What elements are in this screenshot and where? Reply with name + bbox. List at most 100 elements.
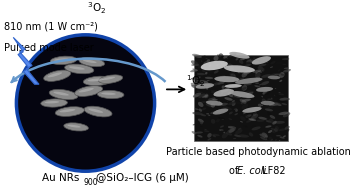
Ellipse shape [53, 92, 69, 95]
Ellipse shape [219, 101, 221, 103]
Ellipse shape [260, 88, 263, 90]
Ellipse shape [205, 77, 213, 79]
Ellipse shape [199, 80, 208, 83]
Ellipse shape [207, 126, 209, 127]
Ellipse shape [229, 112, 233, 114]
Ellipse shape [247, 58, 254, 61]
Ellipse shape [211, 102, 215, 108]
Ellipse shape [234, 75, 235, 77]
Ellipse shape [84, 106, 112, 117]
Ellipse shape [263, 58, 265, 59]
Ellipse shape [216, 64, 219, 66]
Text: Particle based photodynamic ablation: Particle based photodynamic ablation [166, 147, 351, 157]
Ellipse shape [205, 58, 208, 59]
Ellipse shape [256, 120, 265, 122]
Ellipse shape [199, 108, 202, 112]
Ellipse shape [242, 99, 251, 102]
Ellipse shape [196, 83, 214, 89]
Ellipse shape [193, 93, 201, 98]
Ellipse shape [217, 103, 228, 106]
Ellipse shape [55, 107, 84, 116]
Ellipse shape [230, 128, 236, 129]
Ellipse shape [283, 135, 286, 137]
Ellipse shape [260, 105, 263, 106]
Ellipse shape [65, 64, 94, 74]
Text: of: of [229, 166, 241, 176]
Ellipse shape [246, 61, 251, 64]
Ellipse shape [243, 97, 246, 99]
Ellipse shape [262, 132, 268, 138]
Ellipse shape [192, 54, 202, 58]
Text: Pulsed mode laser: Pulsed mode laser [4, 43, 93, 53]
Ellipse shape [223, 55, 228, 59]
Ellipse shape [252, 126, 258, 129]
Polygon shape [13, 37, 39, 84]
Ellipse shape [232, 96, 237, 98]
Ellipse shape [240, 59, 245, 60]
Ellipse shape [224, 97, 233, 101]
Ellipse shape [223, 106, 232, 110]
Ellipse shape [213, 108, 228, 115]
Ellipse shape [282, 58, 289, 60]
Ellipse shape [255, 77, 260, 82]
Ellipse shape [227, 128, 236, 133]
Ellipse shape [255, 83, 259, 84]
Ellipse shape [265, 125, 272, 128]
Ellipse shape [204, 94, 208, 98]
Ellipse shape [214, 103, 221, 107]
Ellipse shape [215, 79, 222, 82]
Ellipse shape [206, 100, 223, 106]
Ellipse shape [207, 133, 212, 138]
Ellipse shape [242, 104, 248, 109]
Ellipse shape [258, 117, 267, 120]
Ellipse shape [260, 134, 267, 137]
Ellipse shape [205, 97, 206, 98]
Ellipse shape [191, 83, 198, 88]
Ellipse shape [50, 56, 77, 65]
Ellipse shape [225, 63, 231, 68]
Ellipse shape [249, 111, 251, 112]
Ellipse shape [258, 71, 262, 73]
Ellipse shape [273, 102, 282, 106]
Ellipse shape [211, 90, 219, 93]
Ellipse shape [284, 129, 289, 133]
Ellipse shape [88, 108, 103, 113]
Ellipse shape [201, 60, 202, 62]
Ellipse shape [249, 132, 253, 136]
Ellipse shape [250, 59, 251, 60]
Ellipse shape [260, 136, 267, 140]
Ellipse shape [238, 134, 249, 138]
Ellipse shape [232, 100, 235, 102]
Ellipse shape [212, 134, 220, 136]
Ellipse shape [242, 85, 247, 91]
Ellipse shape [204, 130, 209, 132]
Ellipse shape [208, 59, 210, 60]
Ellipse shape [261, 101, 275, 105]
Ellipse shape [229, 53, 237, 57]
Ellipse shape [272, 131, 276, 134]
Ellipse shape [200, 101, 207, 103]
Ellipse shape [201, 61, 228, 70]
Ellipse shape [275, 129, 279, 132]
Ellipse shape [226, 66, 228, 67]
Ellipse shape [16, 35, 155, 171]
Ellipse shape [270, 115, 275, 119]
Ellipse shape [279, 73, 285, 76]
Ellipse shape [205, 72, 208, 74]
Ellipse shape [262, 98, 266, 103]
Ellipse shape [198, 94, 205, 98]
Ellipse shape [234, 113, 238, 115]
Ellipse shape [214, 76, 219, 80]
Ellipse shape [240, 99, 247, 104]
Ellipse shape [219, 53, 223, 58]
Ellipse shape [211, 91, 218, 94]
Ellipse shape [261, 81, 269, 85]
Ellipse shape [233, 71, 235, 73]
Ellipse shape [218, 75, 226, 79]
Ellipse shape [258, 104, 261, 107]
Ellipse shape [211, 97, 215, 100]
Ellipse shape [266, 58, 273, 63]
Ellipse shape [229, 128, 235, 133]
Ellipse shape [258, 67, 265, 70]
Ellipse shape [268, 130, 272, 133]
